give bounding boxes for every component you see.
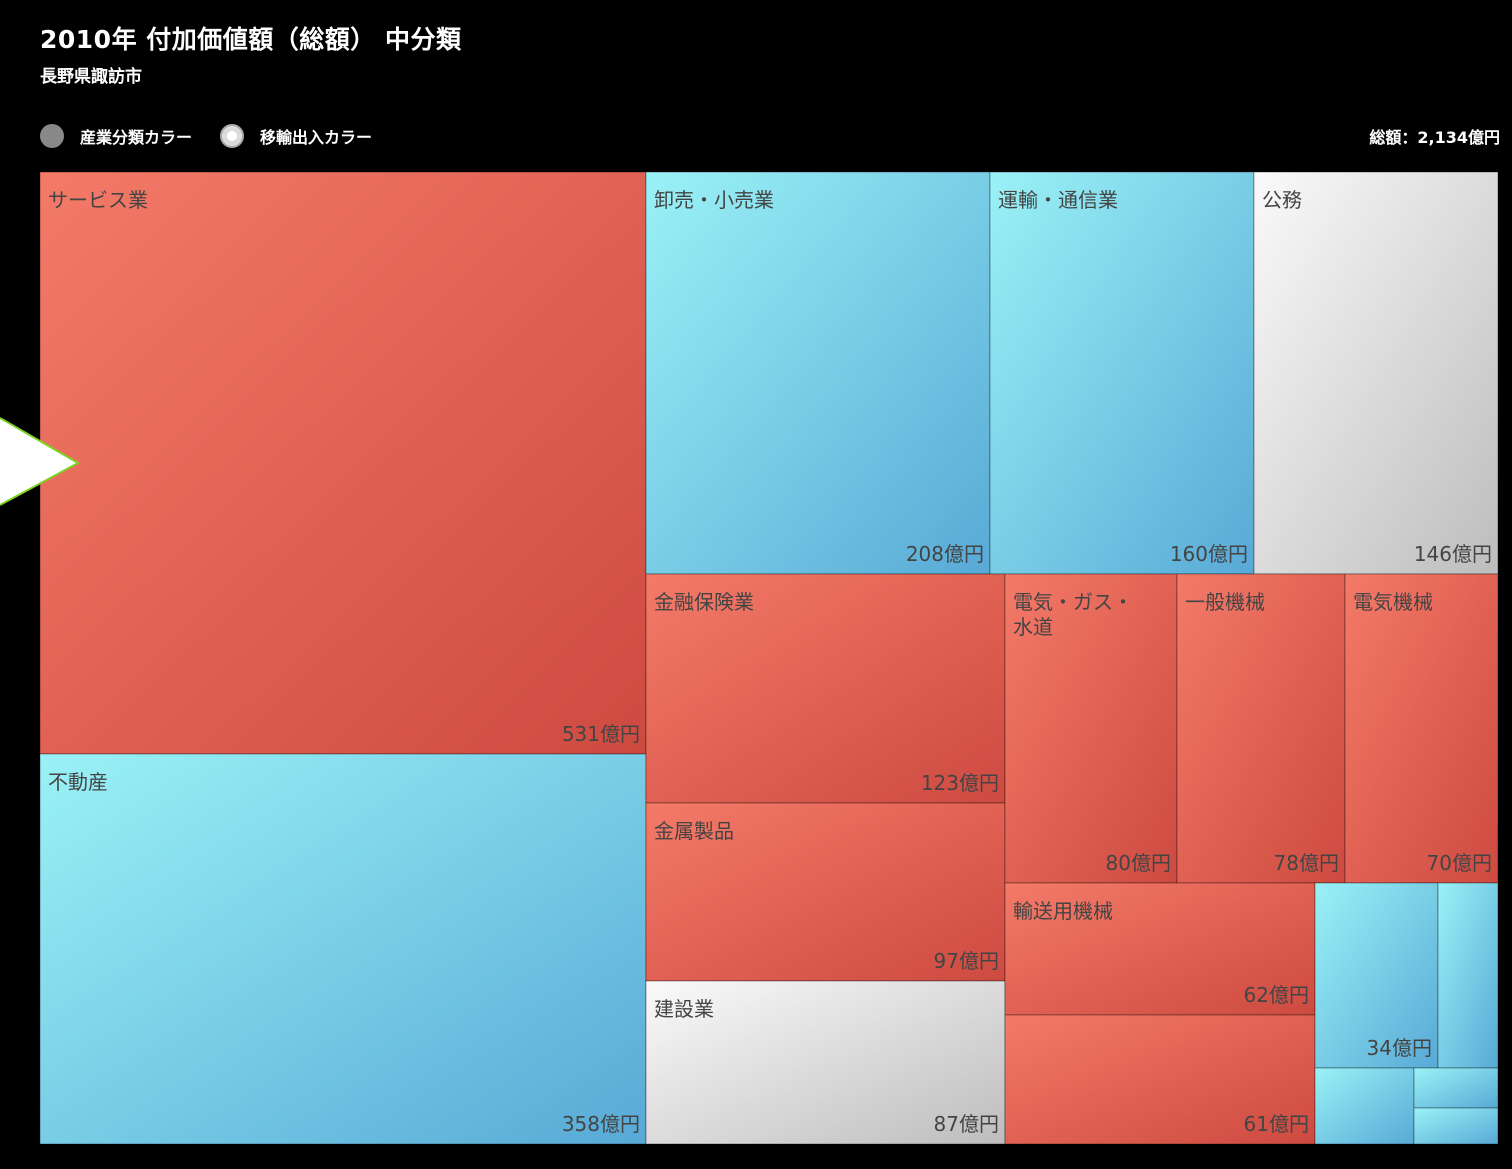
treemap-cell[interactable] bbox=[1314, 1067, 1415, 1145]
cell-name-label: 金融保険業 bbox=[654, 590, 754, 614]
treemap-cell-rect[interactable] bbox=[1004, 1014, 1316, 1145]
chart-subtitle: 長野県諏訪市 bbox=[40, 67, 142, 87]
treemap-cell-rect[interactable] bbox=[645, 802, 1006, 982]
cell-name-label: 一般機械 bbox=[1185, 590, 1265, 614]
treemap-cell[interactable]: 電気・ガス・水道 80億円 bbox=[1004, 573, 1178, 884]
treemap-cell[interactable] bbox=[1437, 882, 1499, 1069]
total-amount: 総額：2,134億円 bbox=[1369, 128, 1500, 147]
cell-name-label: 輸送用機械 bbox=[1013, 899, 1113, 923]
cell-value-label: 34億円 bbox=[1367, 1036, 1432, 1060]
cell-name-label: 公務 bbox=[1262, 188, 1302, 212]
cell-name-label: 不動産 bbox=[48, 770, 108, 794]
treemap-cell-rect[interactable] bbox=[39, 171, 647, 755]
treemap-cell[interactable]: 34億円 bbox=[1314, 882, 1439, 1069]
cell-value-label: 160億円 bbox=[1170, 542, 1248, 566]
cell-value-label: 87億円 bbox=[934, 1112, 999, 1136]
treemap-cell[interactable]: 金属製品 97億円 bbox=[645, 802, 1006, 982]
treemap-cell[interactable] bbox=[1413, 1067, 1499, 1109]
trade-color-label: 移輸出入カラー bbox=[260, 128, 373, 147]
cell-name-label: 建設業 bbox=[654, 997, 714, 1021]
cell-value-label: 97億円 bbox=[934, 949, 999, 973]
treemap-cell-rect[interactable] bbox=[645, 171, 991, 575]
treemap-cell-rect[interactable] bbox=[1004, 573, 1178, 884]
cell-value-label: 61億円 bbox=[1244, 1112, 1309, 1136]
cell-value-label: 531億円 bbox=[562, 722, 640, 746]
treemap-cell[interactable]: 電気機械 70億円 bbox=[1344, 573, 1499, 884]
cell-value-label: 123億円 bbox=[921, 771, 999, 795]
cell-name-label: 金属製品 bbox=[654, 819, 734, 843]
radio-icon[interactable] bbox=[40, 124, 64, 148]
pointer-callout bbox=[0, 417, 81, 506]
cell-name-label: サービス業 bbox=[48, 188, 148, 212]
cell-name-label: 水道 bbox=[1013, 615, 1053, 639]
treemap-cell-rect[interactable] bbox=[1413, 1067, 1499, 1109]
cell-name-label: 運輸・通信業 bbox=[998, 188, 1118, 212]
cell-name-label: 電気・ガス・ bbox=[1013, 590, 1133, 614]
treemap-cell-rect[interactable] bbox=[1437, 882, 1499, 1069]
treemap-cell-rect[interactable] bbox=[1176, 573, 1346, 884]
cell-name-label: 卸売・小売業 bbox=[654, 188, 774, 212]
treemap-cell-rect[interactable] bbox=[989, 171, 1255, 575]
treemap-cell[interactable]: 公務 146億円 bbox=[1253, 171, 1499, 575]
cell-value-label: 358億円 bbox=[562, 1112, 640, 1136]
radio-selected-icon[interactable] bbox=[220, 124, 245, 148]
treemap-cell[interactable]: サービス業 531億円 bbox=[39, 171, 647, 755]
cell-name-label: 電気機械 bbox=[1353, 590, 1433, 614]
treemap-cell[interactable] bbox=[1413, 1107, 1499, 1145]
industry-color-label: 産業分類カラー bbox=[80, 128, 193, 147]
cell-value-label: 78億円 bbox=[1274, 851, 1339, 875]
trade-color-option[interactable]: 移輸出入カラー bbox=[220, 124, 372, 148]
treemap-cell[interactable]: 一般機械 78億円 bbox=[1176, 573, 1346, 884]
treemap-cell-rect[interactable] bbox=[1004, 882, 1316, 1016]
cell-value-label: 208億円 bbox=[906, 542, 984, 566]
treemap-cell[interactable]: 61億円 bbox=[1004, 1014, 1316, 1145]
industry-color-option[interactable]: 産業分類カラー bbox=[40, 124, 192, 148]
treemap-cell[interactable]: 卸売・小売業 208億円 bbox=[645, 171, 991, 575]
treemap-cell[interactable]: 金融保険業 123億円 bbox=[645, 573, 1006, 804]
treemap-cell[interactable]: 輸送用機械 62億円 bbox=[1004, 882, 1316, 1016]
treemap-cell[interactable]: 建設業 87億円 bbox=[645, 980, 1006, 1145]
treemap-cell[interactable]: 運輸・通信業 160億円 bbox=[989, 171, 1255, 575]
cell-value-label: 80億円 bbox=[1106, 851, 1171, 875]
treemap-cell-rect[interactable] bbox=[1314, 1067, 1415, 1145]
cell-value-label: 62億円 bbox=[1244, 983, 1309, 1007]
treemap-cell[interactable]: 不動産 358億円 bbox=[39, 753, 647, 1145]
color-mode-legend: 産業分類カラー 移輸出入カラー bbox=[40, 124, 400, 148]
treemap-cell-rect[interactable] bbox=[1344, 573, 1499, 884]
cell-value-label: 70億円 bbox=[1427, 851, 1492, 875]
cell-value-label: 146億円 bbox=[1414, 542, 1492, 566]
treemap-cell-rect[interactable] bbox=[1413, 1107, 1499, 1145]
treemap-cell-rect[interactable] bbox=[645, 980, 1006, 1145]
treemap-cell-rect[interactable] bbox=[39, 753, 647, 1145]
chart-title: 2010年 付加価値額（総額） 中分類 bbox=[40, 25, 462, 54]
treemap-cell-rect[interactable] bbox=[1253, 171, 1499, 575]
